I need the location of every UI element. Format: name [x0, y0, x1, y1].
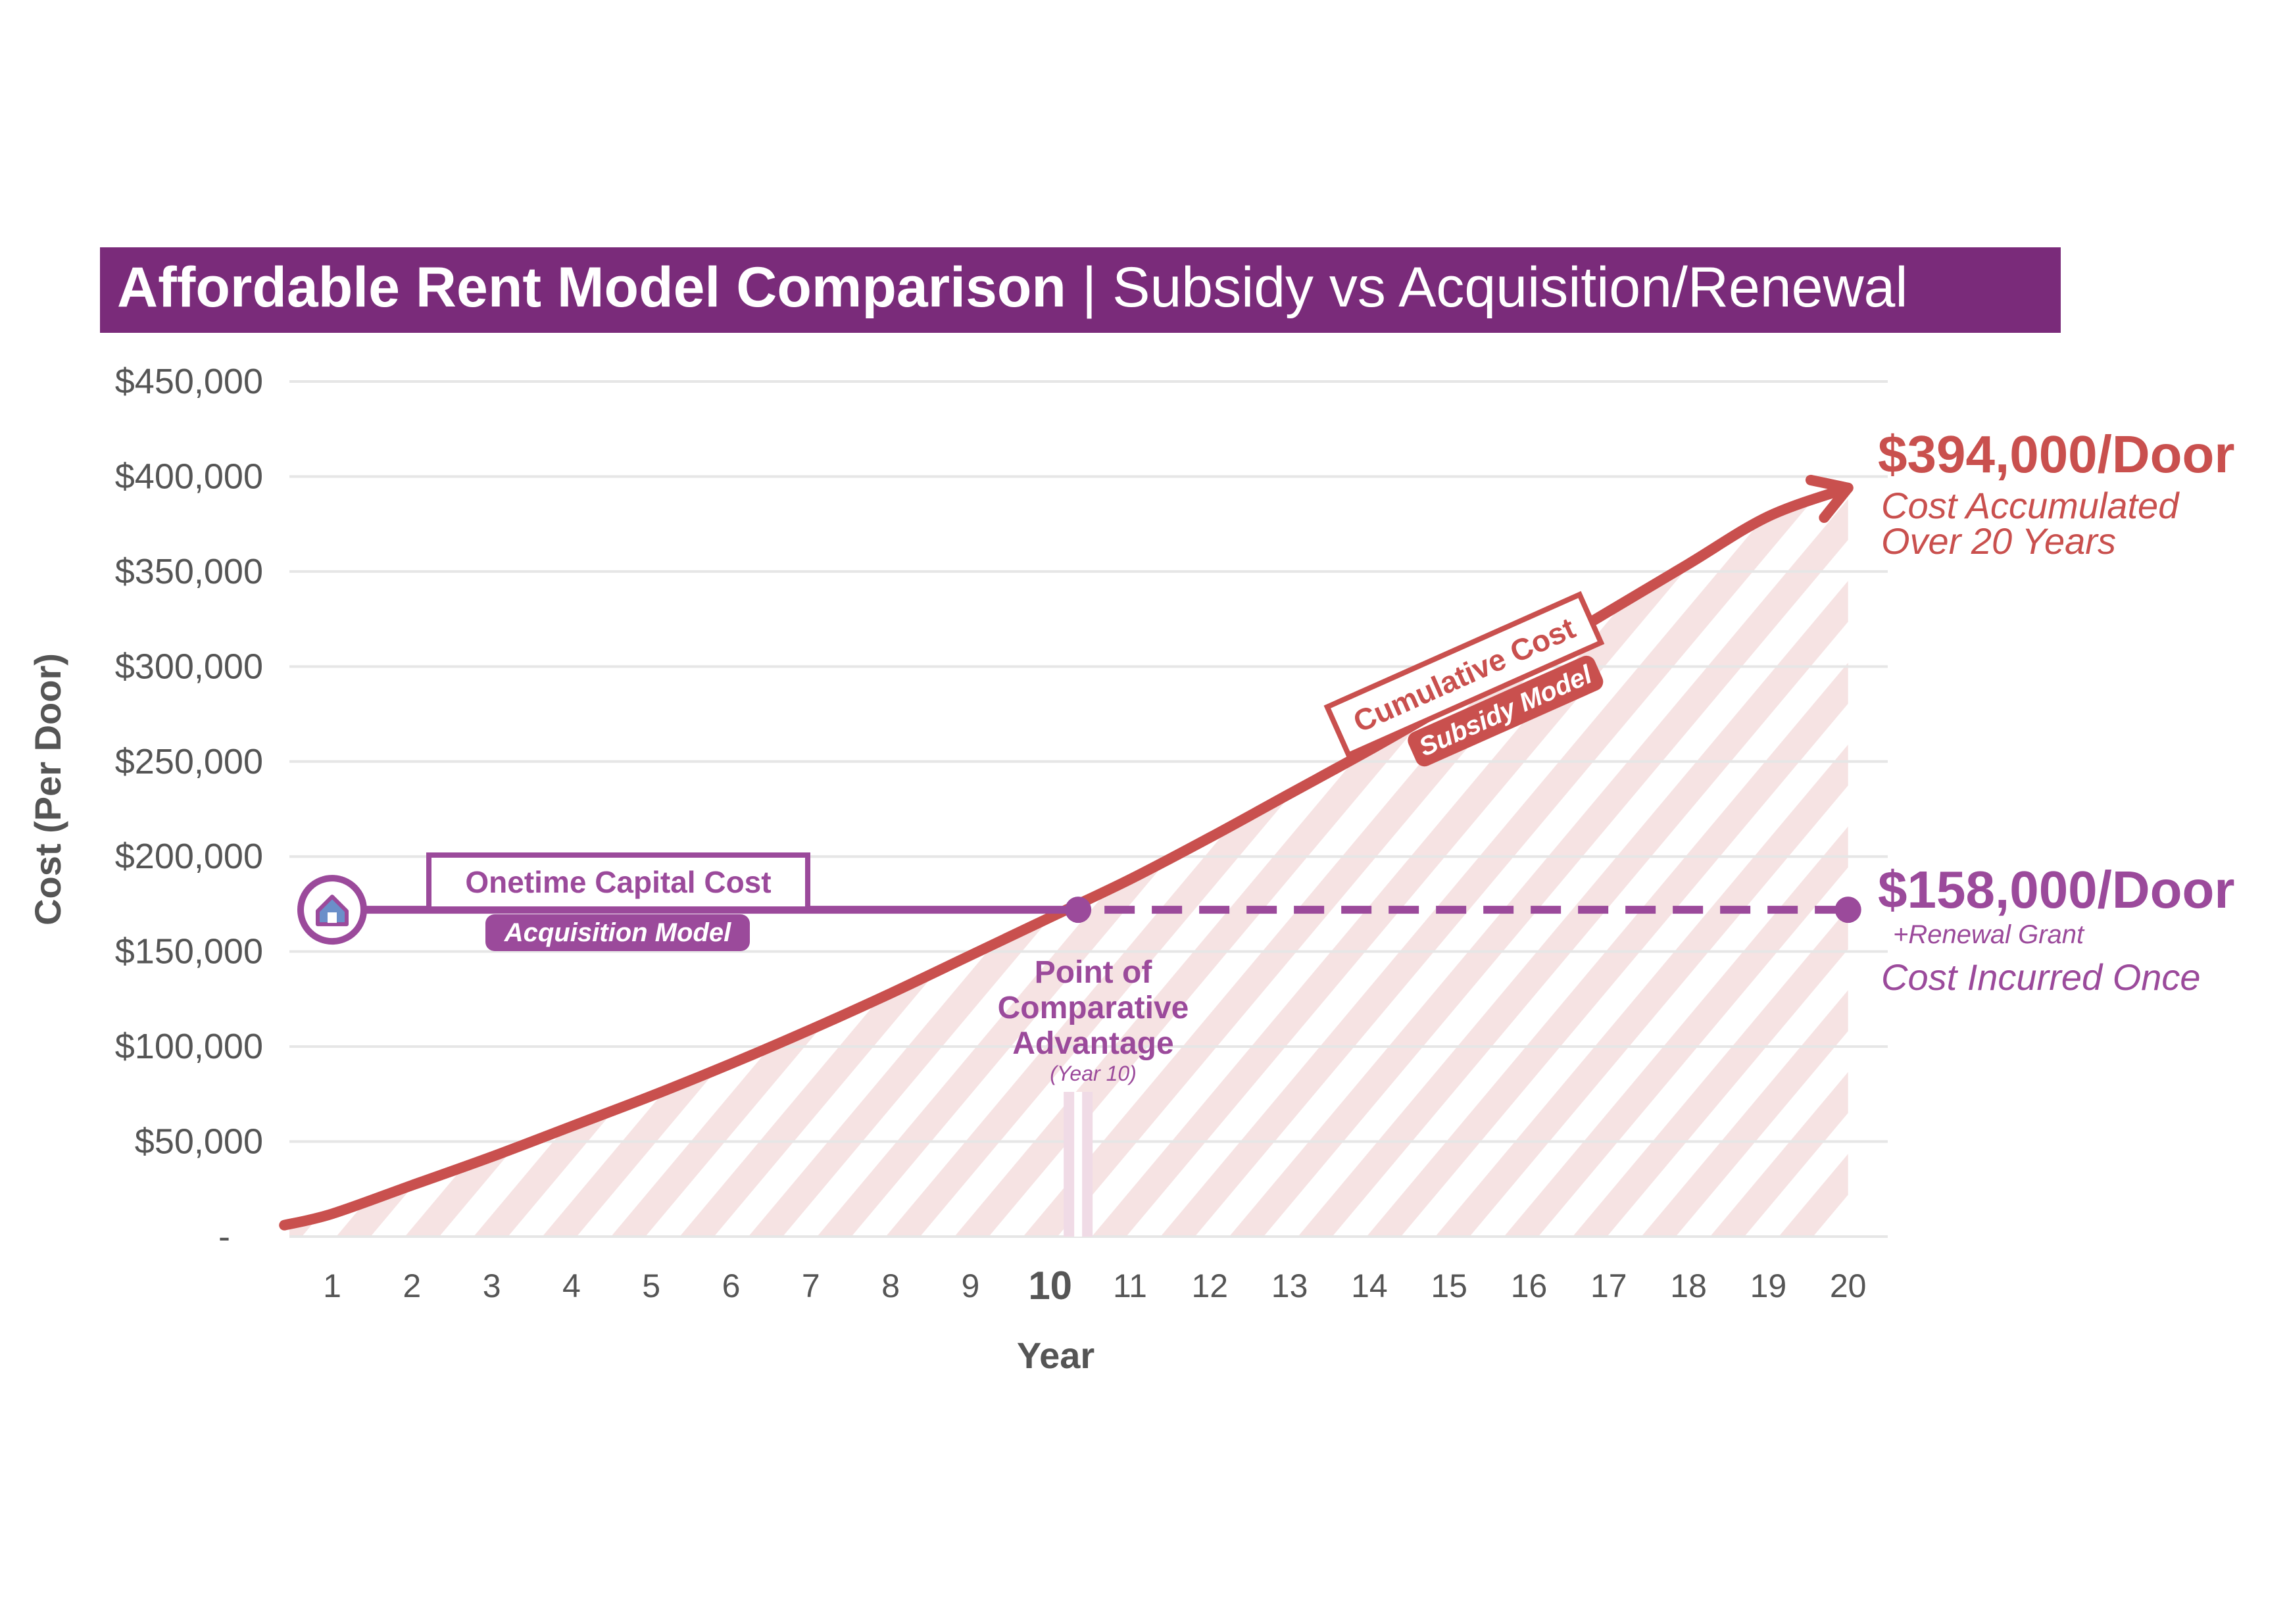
y-tick-label: $350,000: [115, 552, 263, 591]
x-tick-label: 20: [1830, 1267, 1867, 1304]
x-tick-label: 1: [323, 1267, 341, 1304]
y-axis-ticks: - $50,000 $100,000 $150,000 $200,000 $250,000…: [115, 362, 263, 1256]
title-bold: Affordable Rent Model Comparison: [117, 256, 1066, 319]
acquisition-total-annotation: $158,000/Door +Renewal Grant Cost Incurr…: [1878, 860, 2235, 998]
x-tick-label: 3: [483, 1267, 501, 1304]
title-separator: |: [1066, 256, 1112, 319]
y-tick-label: $100,000: [115, 1027, 263, 1066]
crossover-point: [1065, 897, 1092, 923]
acquisition-series-name: Onetime Capital Cost: [465, 865, 771, 899]
y-tick-label: $200,000: [115, 837, 263, 876]
x-tick-label: 14: [1351, 1267, 1388, 1304]
chart-title: Affordable Rent Model Comparison | Subsi…: [100, 247, 2061, 333]
x-tick-label: 15: [1431, 1267, 1467, 1304]
cumulative-cost-area: [289, 487, 1848, 1237]
subsidy-total-annotation: $394,000/Door Cost Accumulated Over 20 Y…: [1878, 425, 2235, 562]
x-tick-label: 10: [1028, 1264, 1072, 1308]
x-tick-label: 8: [881, 1267, 900, 1304]
comparative-advantage-label: Point of Comparative Advantage (Year 10): [998, 955, 1189, 1085]
x-tick-label: 18: [1670, 1267, 1707, 1304]
comparative-advantage-gap: [1074, 1092, 1083, 1237]
y-tick-label: -: [218, 1217, 230, 1256]
y-axis-label: Cost (Per Door): [27, 653, 68, 925]
y-tick-label: $300,000: [115, 647, 263, 686]
x-tick-label: 11: [1113, 1267, 1147, 1304]
svg-text:Affordable Rent Model Comparis: Affordable Rent Model Comparison | Subsi…: [117, 256, 1908, 319]
poca-line-1: Point of: [1035, 955, 1153, 990]
y-tick-label: $250,000: [115, 742, 263, 781]
x-tick-label: 19: [1750, 1267, 1787, 1304]
x-tick-label: 5: [642, 1267, 660, 1304]
acquisition-end-point: [1834, 897, 1861, 923]
poca-line-2: Comparative: [998, 991, 1189, 1025]
x-tick-label: 12: [1191, 1267, 1228, 1304]
subsidy-note-line-1: Cost Accumulated: [1881, 485, 2180, 526]
subsidy-total: $394,000/Door: [1878, 425, 2235, 483]
x-tick-label: 4: [562, 1267, 581, 1304]
subsidy-note-line-2: Over 20 Years: [1881, 520, 2116, 562]
x-tick-label: 6: [722, 1267, 741, 1304]
title-light: Subsidy vs Acquisition/Renewal: [1112, 256, 1907, 319]
x-tick-label: 17: [1590, 1267, 1627, 1304]
x-tick-label: 9: [961, 1267, 979, 1304]
x-axis-label: Year: [1017, 1335, 1094, 1376]
gridlines: [289, 380, 1888, 1238]
poca-year: (Year 10): [1050, 1062, 1137, 1085]
house-icon: [297, 875, 367, 945]
acquisition-renewal-grant: +Renewal Grant: [1893, 920, 2085, 949]
y-tick-label: $50,000: [135, 1122, 263, 1162]
x-tick-label: 16: [1511, 1267, 1548, 1304]
acquisition-label: Onetime Capital Cost Acquisition Model: [426, 852, 810, 951]
acquisition-model-label: Acquisition Model: [504, 918, 731, 947]
y-tick-label: $150,000: [115, 932, 263, 972]
y-tick-label: $450,000: [115, 362, 263, 401]
subsidy-arrowhead: [1805, 474, 1854, 523]
x-tick-label: 7: [802, 1267, 820, 1304]
x-tick-label: 13: [1271, 1267, 1308, 1304]
acquisition-total: $158,000/Door: [1878, 860, 2235, 919]
acquisition-note: Cost Incurred Once: [1881, 956, 2201, 998]
poca-line-3: Advantage: [1012, 1026, 1173, 1061]
x-axis-ticks: 1 2 3 4 5 6 7 8 9 10 11 12 13 14 15 16 17 18 19 20: [323, 1264, 1866, 1308]
y-tick-label: $400,000: [115, 456, 263, 496]
x-tick-label: 2: [403, 1267, 421, 1304]
